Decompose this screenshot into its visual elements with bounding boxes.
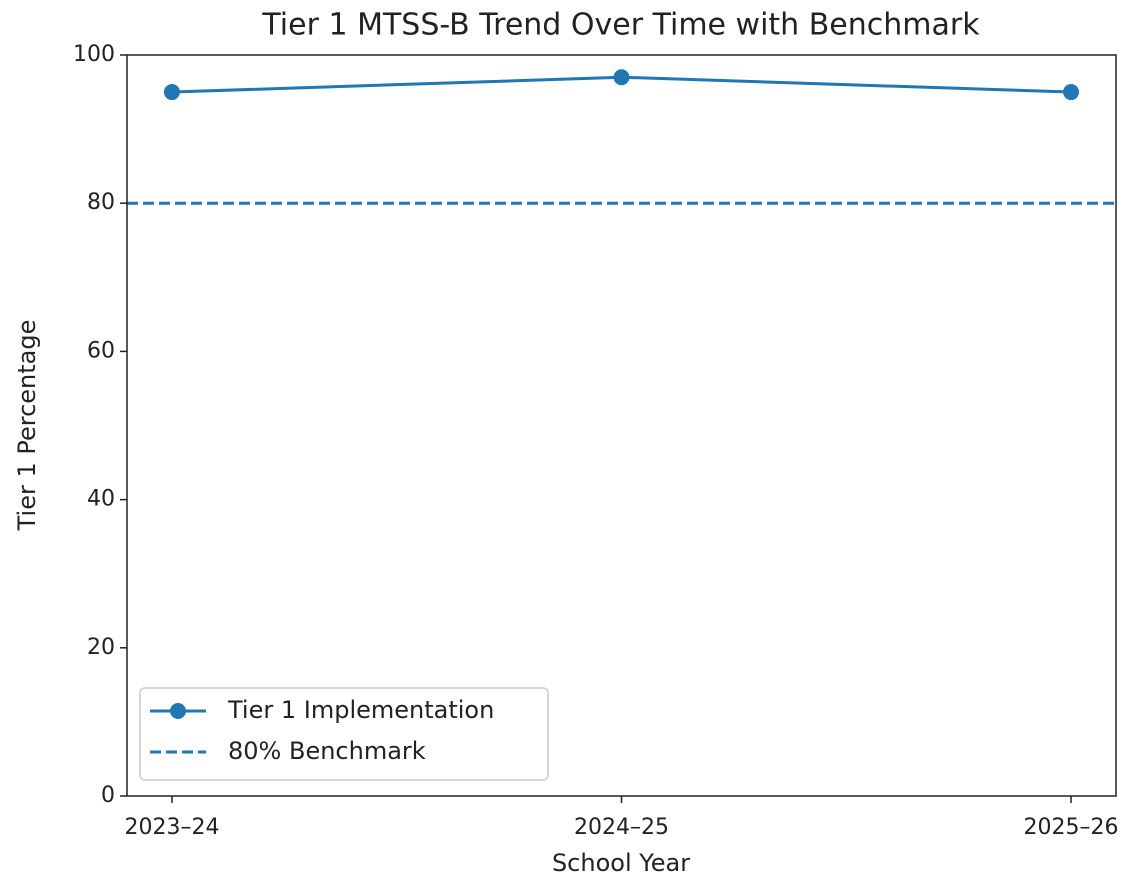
x-tick-label: 2023–24 xyxy=(124,815,219,840)
y-tick-label: 0 xyxy=(101,783,115,808)
y-tick-label: 100 xyxy=(73,42,115,67)
legend-marker xyxy=(170,703,186,719)
y-tick-label: 20 xyxy=(87,635,115,660)
data-point xyxy=(163,84,180,101)
legend-label: Tier 1 Implementation xyxy=(227,696,494,724)
x-tick-label: 2025–26 xyxy=(1024,815,1119,840)
chart-title: Tier 1 MTSS-B Trend Over Time with Bench… xyxy=(261,8,980,43)
data-point xyxy=(613,69,630,86)
x-axis-label: School Year xyxy=(552,849,690,877)
y-tick-label: 80 xyxy=(87,190,115,215)
y-tick-label: 60 xyxy=(87,338,115,363)
plot-frame xyxy=(126,54,1117,797)
legend-label: 80% Benchmark xyxy=(228,737,426,765)
y-axis-label: Tier 1 Percentage xyxy=(13,320,41,532)
x-tick-label: 2024–25 xyxy=(574,815,669,840)
legend-box xyxy=(139,687,549,781)
data-point xyxy=(1063,84,1080,101)
y-tick-label: 40 xyxy=(87,487,115,512)
